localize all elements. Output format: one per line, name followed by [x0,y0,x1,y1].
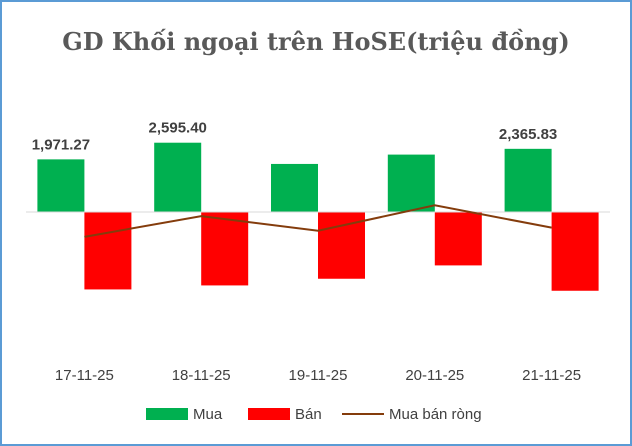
legend: Mua Bán Mua bán ròng [146,406,482,423]
x-tick-label-0: 17-11-25 [55,367,114,384]
x-tick-label-2: 19-11-25 [289,367,348,384]
legend-swatch-1 [248,408,290,420]
data-label-1: 2,595.40 [149,120,207,137]
x-tick-label-3: 20-11-25 [405,367,464,384]
line-mua-ban-rong [84,204,552,238]
legend-label-2: Mua bán ròng [389,406,482,423]
bar-ban-4 [551,212,599,291]
legend-label-1: Bán [295,406,322,423]
bar-mua-4 [504,148,552,212]
bar-mua-1 [154,142,202,212]
legend-swatch-0 [146,408,188,420]
plot-area: 1,971.27 2,595.40 2,365.83 17-11-25 18-11-25… [26,120,610,384]
chart-title: GD Khối ngoại trên HoSE(triệu đồng) [62,27,569,56]
bar-mua-0 [37,159,85,212]
bar-ban-0 [84,212,132,290]
data-label-0: 1,971.27 [32,136,90,153]
bar-mua-3 [387,154,435,212]
bar-ban-3 [434,212,482,266]
bar-ban-1 [201,212,249,286]
legend-label-0: Mua [193,406,223,423]
x-tick-label-1: 18-11-25 [172,367,231,384]
bar-mua-2 [271,163,318,212]
x-tick-label-4: 21-11-25 [522,367,581,384]
data-label-2: 2,365.83 [499,126,557,143]
